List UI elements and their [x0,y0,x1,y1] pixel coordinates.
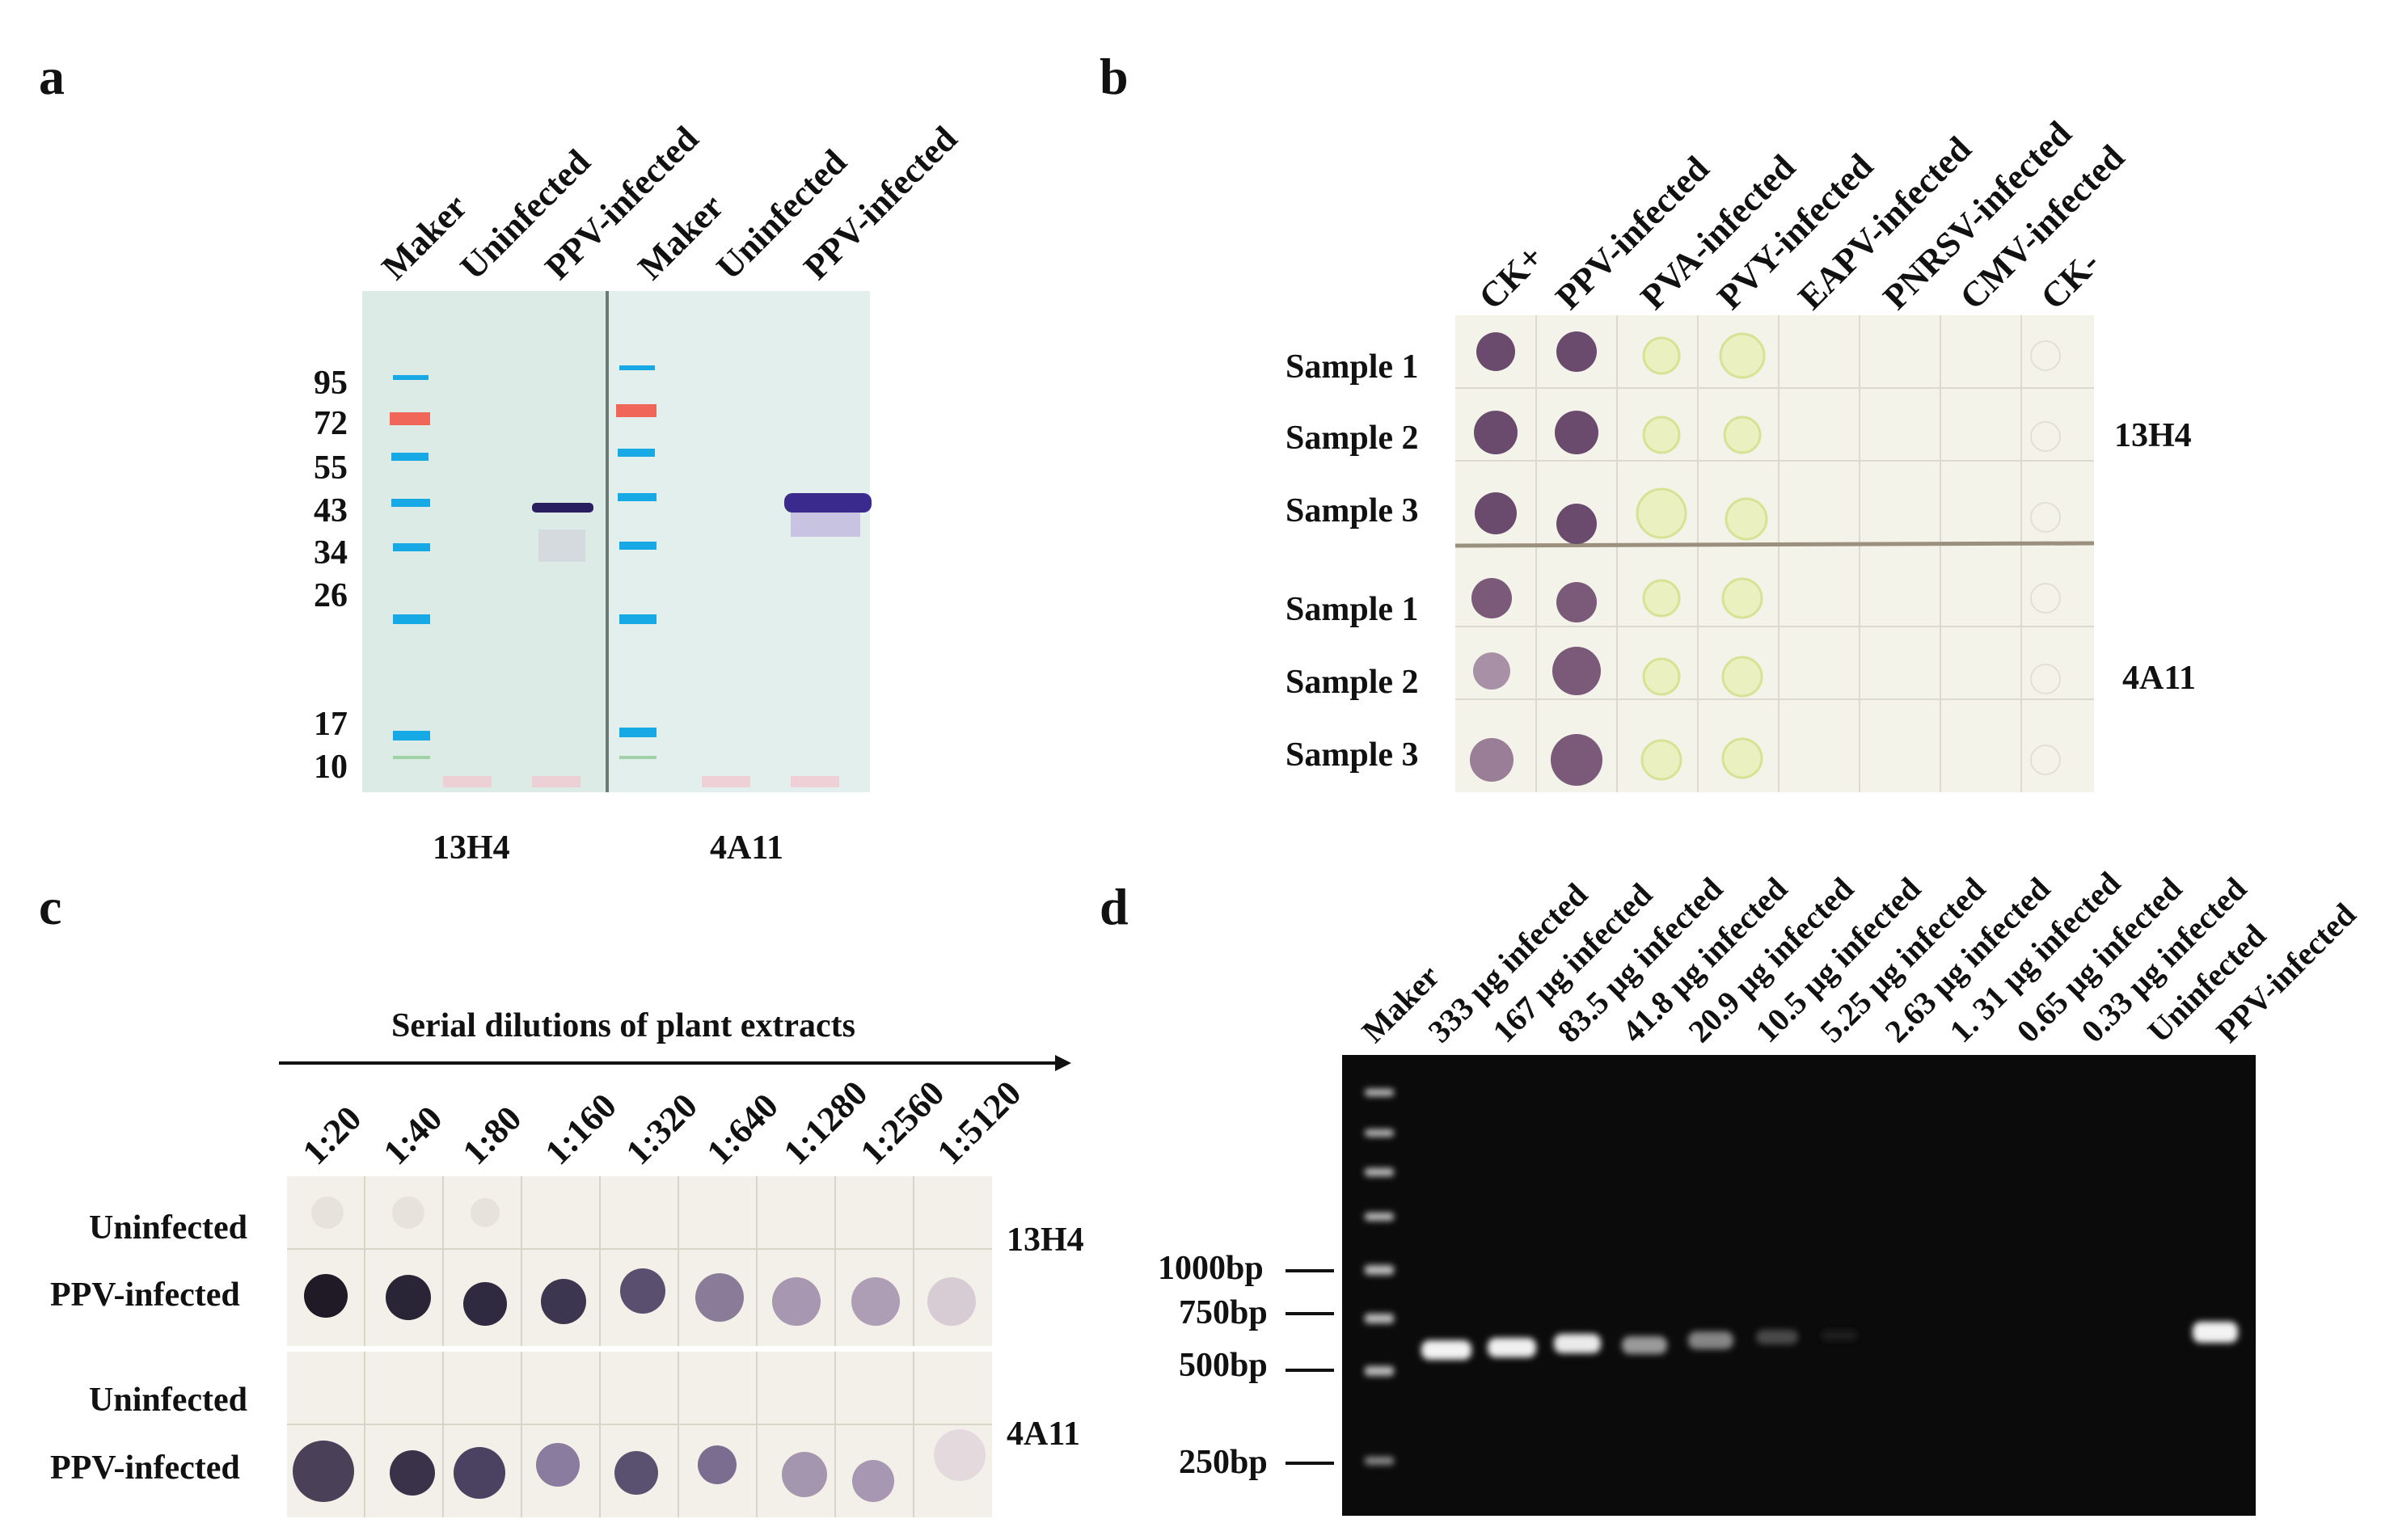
dilution-label-1-160: 1:160 [537,1086,624,1173]
dilution-label-1-2560: 1:2560 [852,1073,952,1173]
dilution-label-1-40: 1:40 [375,1098,450,1173]
mw-label-34: 34 [314,534,348,572]
bp-label-500: 500bp [1179,1347,1268,1384]
dilution-label-1-640: 1:640 [699,1086,786,1173]
antibody-label-13h4-a: 13H4 [433,829,510,867]
row-label-uninfected-c2: Uninfected [89,1382,247,1419]
column-label-ck-plus: CK+ [1471,237,1552,318]
mw-label-17: 17 [314,706,348,743]
dilution-label-1-1280: 1:1280 [775,1073,876,1173]
panel-letter-a: a [39,48,65,105]
row-label-ppv-infected-c1: PPV-infected [50,1276,240,1314]
dilution-label-1-5120: 1:5120 [929,1073,1029,1173]
row-label-sample-2-a: Sample 2 [1286,420,1419,457]
mw-label-72: 72 [314,405,348,442]
agarose-gel-image [1342,1055,2256,1516]
row-label-sample-2-b: Sample 2 [1286,664,1419,701]
row-label-sample-1-b: Sample 1 [1286,591,1419,628]
panel-letter-c: c [39,878,62,935]
antibody-label-4a11-c: 4A11 [1007,1416,1081,1453]
panel-letter-b: b [1100,48,1129,105]
antibody-label-4a11-b: 4A11 [2122,660,2197,697]
row-label-sample-3-a: Sample 3 [1286,492,1419,530]
mw-label-43: 43 [314,492,348,530]
dot-blot-c-13h4-image [287,1176,992,1346]
western-blot-image [362,291,872,792]
bp-label-250: 250bp [1179,1444,1268,1481]
antibody-label-13h4-b: 13H4 [2114,417,2192,454]
lane-label-maker-1: Maker [374,186,475,288]
bp-ticks [1286,1269,1334,1465]
dilution-label-1-80: 1:80 [454,1098,530,1173]
dilution-label-1-20: 1:20 [294,1098,369,1173]
mw-label-26: 26 [314,577,348,614]
mw-label-55: 55 [314,449,348,487]
row-label-ppv-infected-c2: PPV-infected [50,1449,240,1487]
mw-label-10: 10 [314,749,348,786]
dilution-label-1-320: 1:320 [618,1086,705,1173]
antibody-label-4a11-a: 4A11 [710,829,784,867]
mw-label-95: 95 [314,365,348,402]
antibody-label-13h4-c: 13H4 [1007,1221,1084,1259]
dot-blot-b-image [1454,315,2095,792]
bp-label-750: 750bp [1179,1294,1268,1331]
dilution-title: Serial dilutions of plant extracts [391,1007,855,1044]
row-label-sample-3-b: Sample 3 [1286,736,1419,774]
dot-blot-c-4a11-image [287,1352,992,1517]
panel-letter-d: d [1100,878,1129,935]
row-label-sample-1-a: Sample 1 [1286,348,1419,386]
bp-label-1000: 1000bp [1158,1250,1264,1287]
row-label-uninfected-c1: Uninfected [89,1209,247,1247]
dilution-arrow [279,1055,1071,1071]
